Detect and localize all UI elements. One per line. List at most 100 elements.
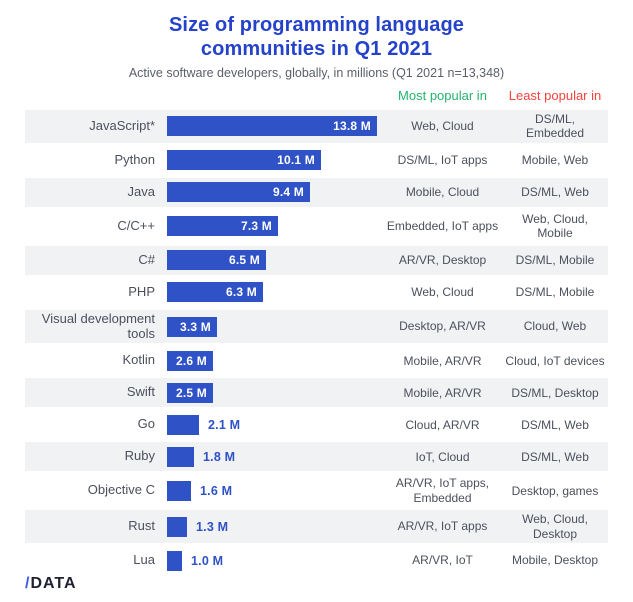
table-row: Python 10.1 M DS/ML, IoT apps Mobile, We… — [25, 145, 608, 175]
table-row: PHP 6.3 M Web, Cloud DS/ML, Mobile — [25, 277, 608, 307]
bar-cell: 2.5 M — [165, 382, 383, 403]
least-popular-cell: Web, Cloud, Mobile — [522, 211, 588, 241]
bar-value: 1.8 M — [203, 449, 236, 464]
table-row: JavaScript* 13.8 M Web, Cloud DS/ML, Emb… — [25, 110, 608, 143]
most-popular-cell: Embedded, IoT apps — [386, 218, 499, 233]
least-popular-cell: Desktop, games — [511, 483, 599, 498]
bar: 9.4 M — [167, 182, 310, 203]
bar-cell: 1.3 M — [165, 516, 383, 537]
language-label: Go — [137, 416, 155, 432]
least-popular-header: Least popular in — [508, 88, 602, 103]
bar-value: 7.3 M — [240, 219, 272, 234]
table-row: C# 6.5 M AR/VR, Desktop DS/ML, Mobile — [25, 245, 608, 275]
least-popular-cell: Mobile, Desktop — [511, 553, 599, 568]
bar — [167, 480, 191, 501]
bar: 10.1 M — [167, 150, 321, 171]
bar-value: 3.3 M — [179, 319, 211, 334]
language-label: Visual development tools — [41, 310, 155, 341]
most-popular-cell: AR/VR, Desktop — [398, 252, 487, 267]
bar-cell: 1.6 M — [165, 480, 383, 501]
language-label: Java — [127, 183, 155, 199]
language-label: Python — [114, 151, 155, 167]
least-popular-cell: DS/ML, Web — [521, 185, 589, 200]
table-row: Kotlin 2.6 M Mobile, AR/VR Cloud, IoT de… — [25, 346, 608, 376]
bar — [167, 516, 187, 537]
most-popular-cell: Desktop, AR/VR — [399, 319, 486, 334]
bar: 2.6 M — [167, 350, 213, 371]
least-popular-cell: DS/ML, Desktop — [511, 385, 599, 400]
language-label: JavaScript* — [89, 117, 155, 133]
bar-value: 1.6 M — [200, 483, 233, 498]
most-popular-header: Most popular in — [398, 88, 487, 103]
bar: 13.8 M — [167, 116, 377, 137]
bar — [167, 550, 182, 571]
bar-chart-rows: JavaScript* 13.8 M Web, Cloud DS/ML, Emb… — [25, 110, 608, 575]
bar-cell: 2.1 M — [165, 414, 383, 435]
most-popular-cell: Web, Cloud — [411, 284, 474, 299]
least-popular-cell: DS/ML, Mobile — [515, 252, 595, 267]
most-popular-cell: IoT, Cloud — [415, 449, 470, 464]
bar-value: 2.6 M — [175, 353, 207, 368]
least-popular-cell: Web, Cloud, Desktop — [522, 512, 588, 541]
language-label: Kotlin — [122, 352, 155, 368]
language-label: Lua — [133, 552, 155, 568]
table-row: Visual development tools 3.3 M Desktop, … — [25, 309, 608, 344]
table-row: C/C++ 7.3 M Embedded, IoT apps Web, Clou… — [25, 209, 608, 243]
logo-text: DATA — [30, 575, 77, 592]
column-headers: Most popular in Least popular in — [25, 88, 608, 103]
least-popular-cell: Cloud, Web — [523, 319, 587, 334]
table-row: Ruby 1.8 M IoT, Cloud DS/ML, Web — [25, 442, 608, 472]
page-subtitle: Active software developers, globally, in… — [128, 66, 505, 80]
least-popular-cell: DS/ML, Web — [521, 417, 589, 432]
bar-value: 9.4 M — [272, 185, 304, 200]
page-title: Size of programming language communities… — [168, 14, 465, 60]
least-popular-cell: DS/ML, Mobile — [515, 284, 595, 299]
most-popular-cell: Mobile, AR/VR — [403, 385, 482, 400]
bar-value: 13.8 M — [333, 119, 371, 134]
bar-cell: 3.3 M — [165, 316, 383, 337]
logo-slash: / — [25, 575, 31, 592]
bar: 7.3 M — [167, 216, 278, 237]
table-row: Objective C 1.6 M AR/VR, IoT apps, Embed… — [25, 474, 608, 508]
bar-cell: 6.5 M — [165, 250, 383, 271]
most-popular-cell: Web, Cloud — [411, 119, 474, 134]
language-label: C/C++ — [117, 217, 155, 233]
slashdata-logo: /DATA — [25, 575, 77, 593]
bar-value: 6.3 M — [225, 285, 257, 300]
bar-value: 2.5 M — [175, 385, 207, 400]
table-row: Rust 1.3 M AR/VR, IoT apps Web, Cloud, D… — [25, 510, 608, 543]
bar-cell: 6.3 M — [165, 282, 383, 303]
bar-value: 1.3 M — [196, 519, 229, 534]
bar: 3.3 M — [167, 316, 217, 337]
bar-cell: 9.4 M — [165, 182, 383, 203]
bar: 6.3 M — [167, 282, 263, 303]
bar-cell: 7.3 M — [165, 216, 383, 237]
bar-value: 10.1 M — [277, 153, 315, 168]
language-label: Swift — [126, 384, 155, 400]
bar — [167, 414, 199, 435]
bar-cell: 2.6 M — [165, 350, 383, 371]
bar-cell: 1.8 M — [165, 446, 383, 467]
table-row: Java 9.4 M Mobile, Cloud DS/ML, Web — [25, 177, 608, 207]
least-popular-cell: DS/ML, Embedded — [525, 112, 585, 141]
bar — [167, 446, 194, 467]
language-label: PHP — [128, 283, 155, 299]
least-popular-cell: DS/ML, Web — [521, 449, 589, 464]
language-label: Ruby — [124, 448, 155, 464]
language-label: Objective C — [87, 482, 155, 498]
table-row: Swift 2.5 M Mobile, AR/VR DS/ML, Desktop — [25, 378, 608, 408]
most-popular-cell: Mobile, AR/VR — [403, 353, 482, 368]
language-label: Rust — [128, 518, 155, 534]
most-popular-cell: Cloud, AR/VR — [405, 417, 480, 432]
bar-value: 1.0 M — [191, 553, 224, 568]
bar-cell: 10.1 M — [165, 150, 383, 171]
bar-cell: 1.0 M — [165, 550, 383, 571]
least-popular-cell: Mobile, Web — [521, 153, 589, 168]
bar-value: 6.5 M — [228, 253, 260, 268]
most-popular-cell: DS/ML, IoT apps — [397, 153, 488, 168]
bar-value: 2.1 M — [208, 417, 241, 432]
bar-cell: 13.8 M — [165, 116, 383, 137]
table-row: Go 2.1 M Cloud, AR/VR DS/ML, Web — [25, 410, 608, 440]
bar: 6.5 M — [167, 250, 266, 271]
